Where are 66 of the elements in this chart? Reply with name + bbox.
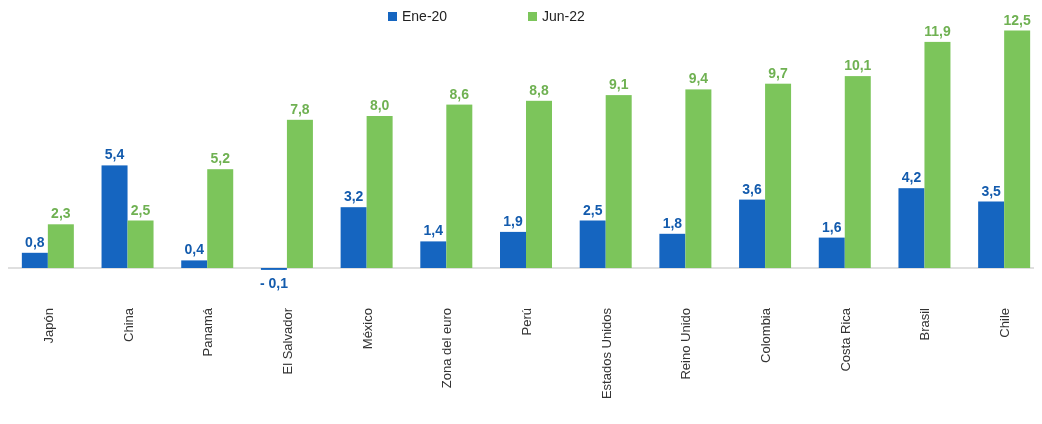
data-label: 9,1 xyxy=(608,76,629,93)
x-tick-label: Costa Rica xyxy=(837,307,853,372)
bar xyxy=(340,207,367,268)
bar xyxy=(366,116,393,268)
data-label: 11,9 xyxy=(924,22,951,39)
bar xyxy=(446,104,473,268)
data-label: 2,5 xyxy=(582,201,603,218)
x-tick-label: Reino Unido xyxy=(678,308,694,380)
data-label: 8,6 xyxy=(449,85,470,102)
bar xyxy=(127,220,154,268)
data-label: 9,4 xyxy=(688,70,709,87)
data-label: 9,7 xyxy=(768,64,789,81)
bar xyxy=(659,233,686,268)
x-tick-label: Brasil xyxy=(917,307,933,341)
data-label: - 0,1 xyxy=(259,275,289,291)
x-tick-label: El Salvador xyxy=(279,307,295,375)
bar xyxy=(1004,30,1031,268)
bar xyxy=(579,220,606,268)
data-label: 0,8 xyxy=(25,233,45,250)
bar xyxy=(818,237,845,268)
data-label: 12,5 xyxy=(1003,11,1031,28)
bar xyxy=(924,41,951,268)
bar xyxy=(978,201,1005,268)
bar xyxy=(526,100,552,268)
bar xyxy=(21,252,48,268)
bar xyxy=(765,83,792,268)
data-label: 7,8 xyxy=(290,100,310,117)
legend-label: Jun-22 xyxy=(542,8,586,24)
data-label: 1,6 xyxy=(822,218,842,235)
bar xyxy=(286,119,313,268)
x-tick-label: Colombia xyxy=(758,307,774,363)
data-label: 1,9 xyxy=(503,212,523,229)
data-label: 1,4 xyxy=(423,222,444,239)
data-label: 5,2 xyxy=(210,150,231,167)
data-label: 3,5 xyxy=(981,182,1002,199)
data-label: 3,2 xyxy=(343,188,364,205)
data-label: 10,1 xyxy=(844,57,872,74)
bar xyxy=(181,260,208,268)
x-tick-label: México xyxy=(359,308,375,350)
data-label: 8,0 xyxy=(369,97,390,113)
x-tick-label: Japón xyxy=(40,308,56,344)
x-tick-label: Zona del euro xyxy=(439,308,455,389)
data-label: 8,8 xyxy=(529,81,549,98)
bar xyxy=(898,188,925,268)
bar xyxy=(739,199,766,268)
bar xyxy=(207,169,234,268)
bar xyxy=(605,95,632,268)
bar xyxy=(500,231,526,268)
legend-label: Ene-20 xyxy=(402,8,448,24)
data-label: 0,4 xyxy=(184,241,205,258)
data-label: 2,5 xyxy=(130,201,151,218)
bar xyxy=(420,241,447,268)
data-label: 2,3 xyxy=(51,205,71,222)
data-label: 4,2 xyxy=(901,169,922,186)
data-label: 5,4 xyxy=(104,146,125,163)
bar xyxy=(47,224,74,268)
data-label: 3,6 xyxy=(742,180,763,197)
data-label: 1,8 xyxy=(662,214,683,231)
x-tick-label: Perú xyxy=(519,308,534,336)
x-tick-label: Estados Unidos xyxy=(598,307,614,400)
x-tick-label: Chile xyxy=(997,308,1013,338)
bar xyxy=(685,89,712,268)
x-tick-label: China xyxy=(120,307,136,342)
bar xyxy=(844,76,871,268)
x-tick-label: Panamá xyxy=(200,307,216,357)
bar xyxy=(101,165,128,268)
